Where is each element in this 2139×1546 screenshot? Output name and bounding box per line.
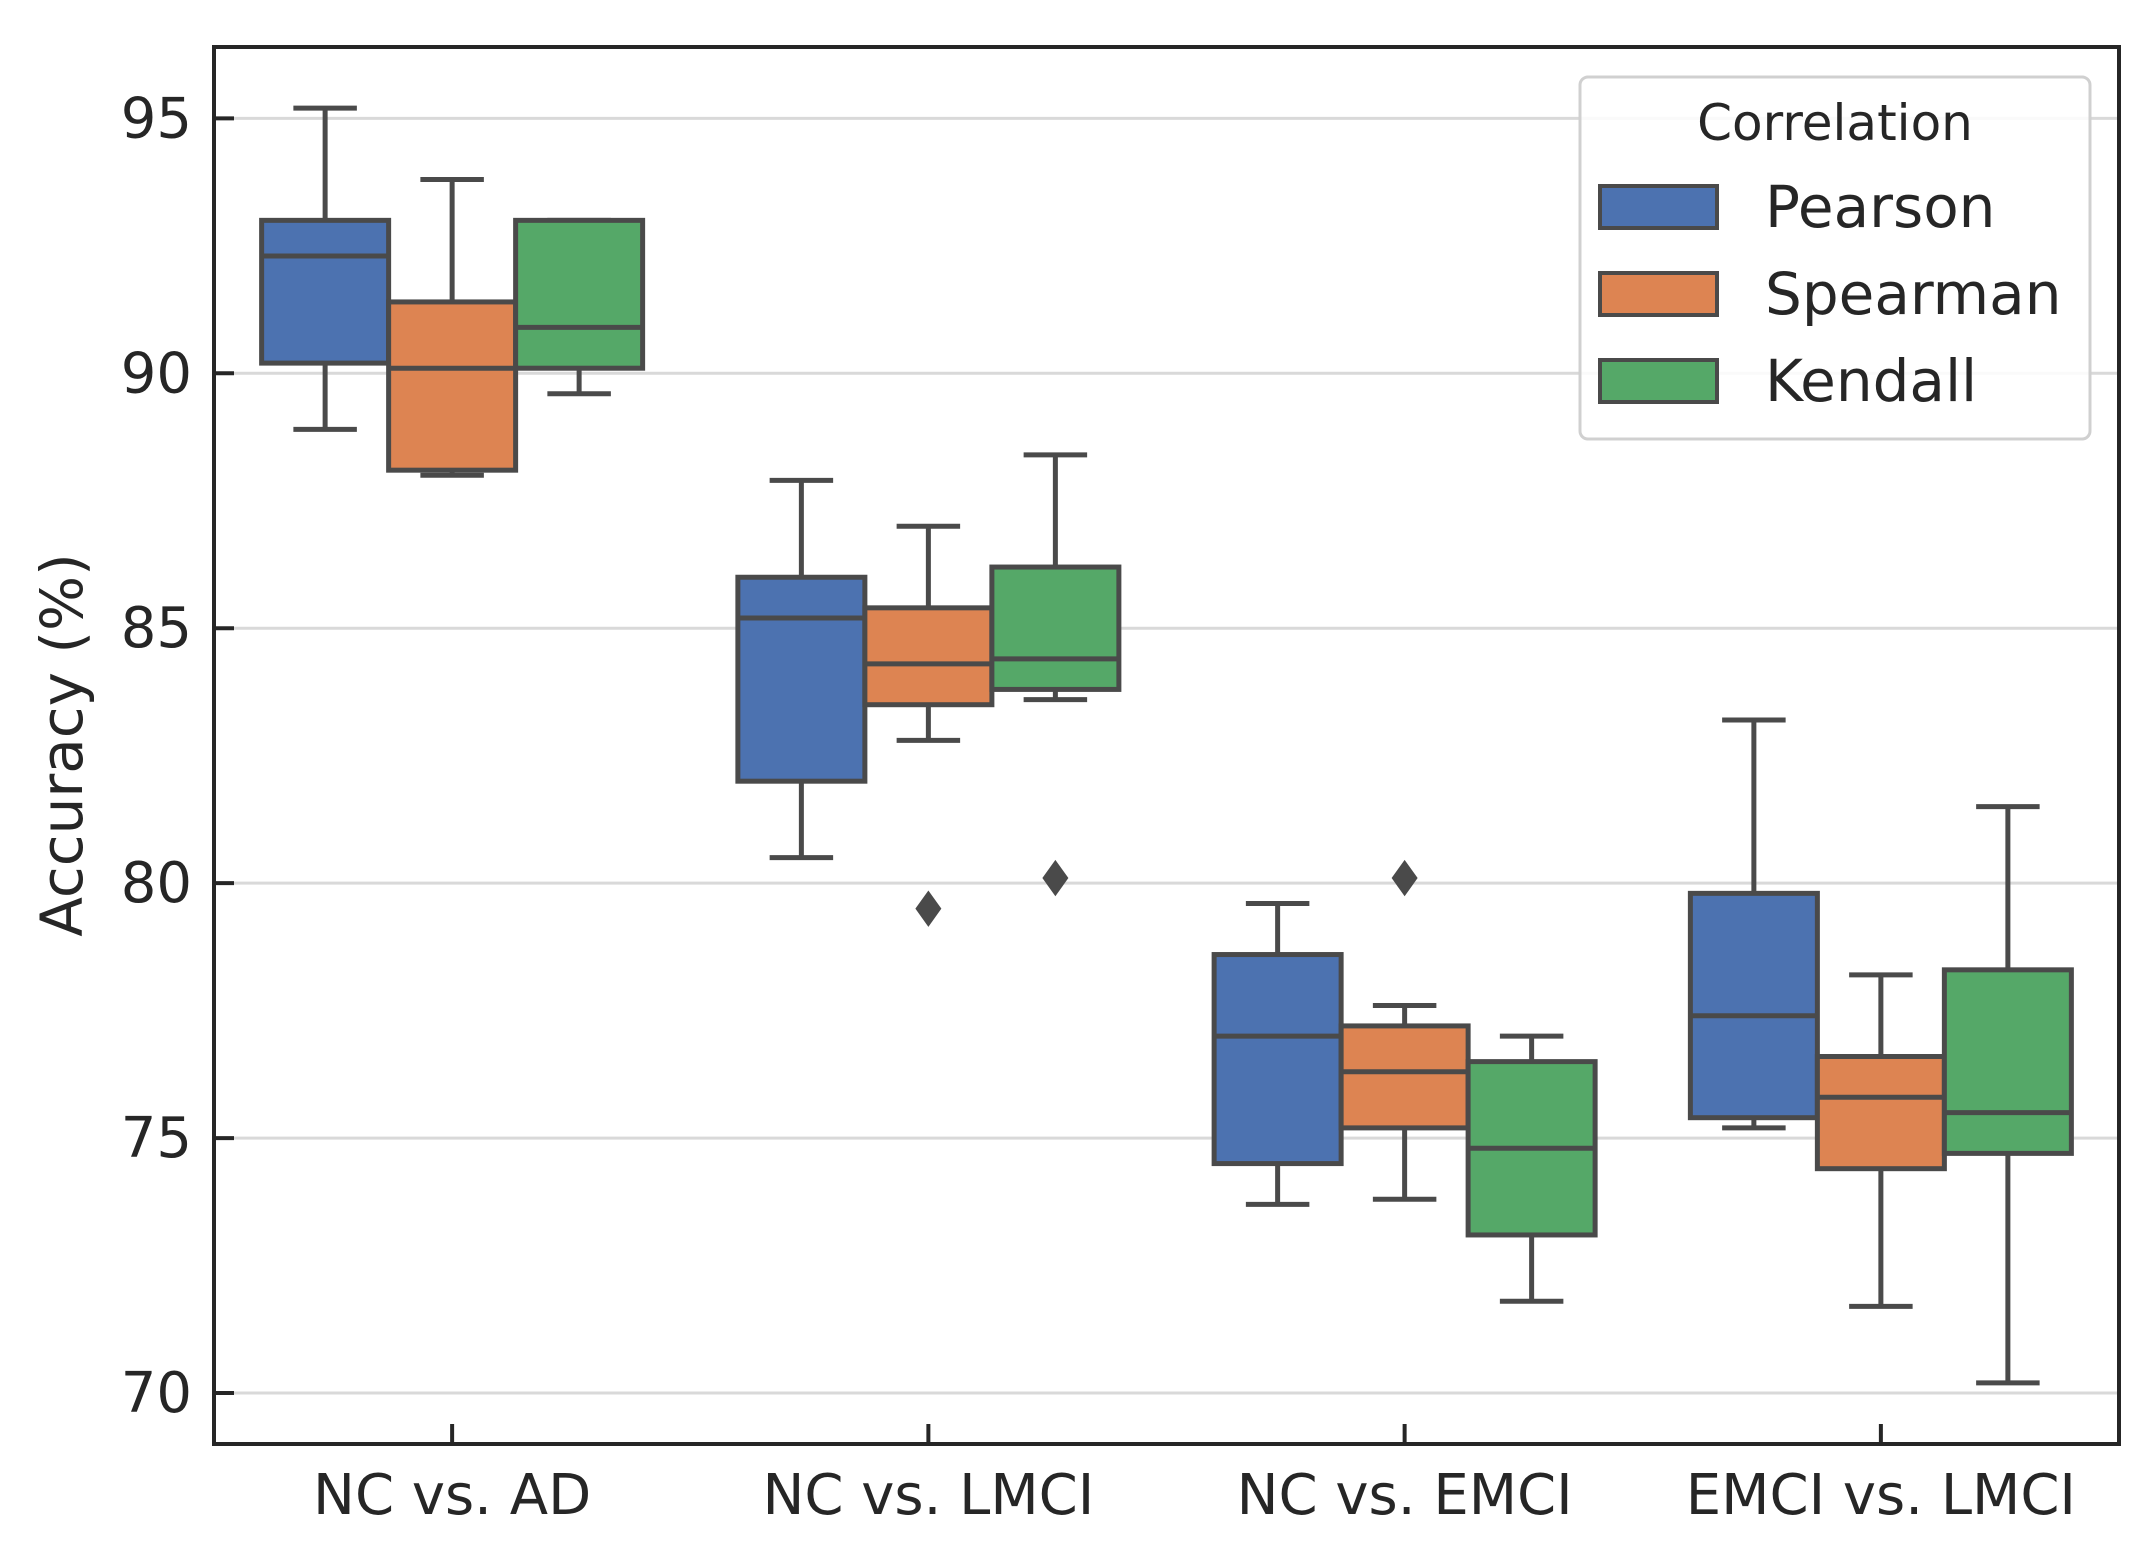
legend: Correlation Pearson Spearman Kendall xyxy=(1578,75,2092,441)
box-kendall xyxy=(1465,1033,1598,1304)
iqr-box xyxy=(1211,952,1344,1167)
iqr-box xyxy=(259,217,392,366)
legend-item-kendall: Kendall xyxy=(1598,347,1977,415)
box-pearson xyxy=(735,477,868,861)
grid-layer xyxy=(214,116,2119,1395)
iqr-box xyxy=(1941,967,2074,1156)
legend-title: Correlation xyxy=(1697,94,1973,152)
y-tick-label: 70 xyxy=(121,1361,192,1426)
legend-label: Kendall xyxy=(1765,347,1977,415)
x-tick-label: NC vs. EMCI xyxy=(1237,1463,1573,1528)
box-layer xyxy=(259,105,2074,1386)
y-tick-label: 75 xyxy=(121,1106,192,1171)
box-pearson xyxy=(1211,901,1344,1207)
box-pearson xyxy=(1687,717,1820,1131)
legend-items: Pearson Spearman Kendall xyxy=(1598,173,2062,415)
iqr-box xyxy=(862,605,995,708)
box-kendall xyxy=(989,452,1122,897)
legend-label: Spearman xyxy=(1765,260,2062,328)
tick-layer: 70 75 80 85 90 95 NC vs. AD NC vs. LMCI NC vs. E… xyxy=(121,86,2076,1528)
iqr-box xyxy=(735,574,868,784)
iqr-box xyxy=(513,217,646,371)
outlier-marker xyxy=(915,890,942,927)
x-tick-label: EMCI vs. LMCI xyxy=(1686,1463,2076,1528)
box-kendall xyxy=(513,217,646,397)
box-spearman xyxy=(1814,972,1947,1309)
legend-label: Pearson xyxy=(1765,173,1995,241)
outlier-marker xyxy=(1042,859,1069,897)
x-tick-label: NC vs. LMCI xyxy=(762,1463,1094,1528)
legend-swatch xyxy=(1598,184,1719,230)
legend-swatch xyxy=(1598,271,1719,317)
legend-item-spearman: Spearman xyxy=(1598,260,2062,328)
y-tick-label: 80 xyxy=(121,851,192,916)
y-tick-label: 85 xyxy=(121,596,192,661)
legend-frame xyxy=(1578,75,2092,441)
box-spearman xyxy=(862,523,995,927)
iqr-box xyxy=(989,564,1122,692)
y-tick-label: 90 xyxy=(121,341,192,406)
outlier-marker xyxy=(1391,859,1418,897)
legend-swatch xyxy=(1598,358,1719,404)
box-spearman xyxy=(1338,859,1471,1202)
iqr-box xyxy=(1687,890,1820,1121)
plot-frame xyxy=(212,45,2121,1446)
iqr-box xyxy=(1814,1054,1947,1172)
iqr-box xyxy=(1338,1023,1471,1131)
box-kendall xyxy=(1941,804,2074,1386)
box-pearson xyxy=(259,105,392,432)
box-spearman xyxy=(386,177,519,478)
y-tick-label: 95 xyxy=(121,86,192,151)
x-tick-label: NC vs. AD xyxy=(313,1463,591,1528)
legend-item-pearson: Pearson xyxy=(1598,173,1995,241)
iqr-box xyxy=(386,299,519,473)
y-axis-label: Accuracy (%) xyxy=(28,553,96,937)
